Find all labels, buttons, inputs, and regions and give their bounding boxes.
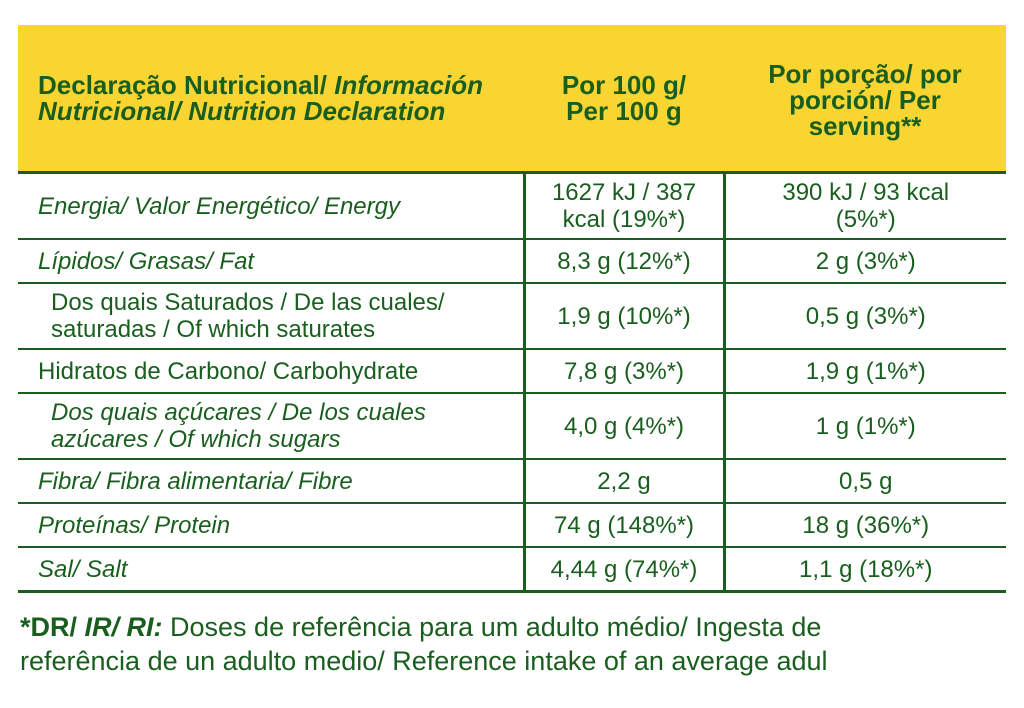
header-col1-part-a: Declaração Nutricional/: [38, 70, 335, 100]
sugars-label-line2: azúcares / Of which sugars: [51, 426, 341, 453]
row-per100-carbohydrate: 7,8 g (3%*): [522, 348, 724, 393]
row-label-carbohydrate: Hidratos de Carbono/ Carbohydrate: [18, 348, 524, 393]
nutrition-table-container: Declaração Nutricional/ Información Nutr…: [18, 25, 1006, 593]
row-per100-fibre: 2,2 g: [522, 458, 724, 503]
header-row: Declaração Nutricional/ Información Nutr…: [18, 25, 1006, 174]
reference-intake-footnote: *DR/ IR/ RI: Doses de referência para um…: [20, 610, 1010, 678]
table-row-carbohydrate: Hidratos de Carbono/ Carbohydrate 7,8 g …: [18, 348, 1006, 393]
header-col1-part-c: Nutricional/ Nutrition Declaration: [38, 96, 446, 126]
row-label-fat: Lípidos/ Grasas/ Fat: [18, 238, 524, 283]
footnote-text-line1: Doses de referência para um adulto médio…: [162, 612, 822, 642]
row-serving-carbohydrate: 1,9 g (1%*): [722, 348, 1006, 393]
header-per-100g: Por 100 g/ Per 100 g: [524, 25, 724, 174]
sugars-label-line1: Dos quais açúcares / De los cuales: [51, 399, 426, 426]
energy-per100-line2: kcal (19%*): [562, 206, 686, 233]
row-per100-fat: 8,3 g (12%*): [522, 238, 724, 283]
table-row-protein: Proteínas/ Protein 74 g (148%*) 18 g (36…: [18, 502, 1006, 547]
table-row-energy: Energia/ Valor Energético/ Energy 1627 k…: [18, 171, 1006, 239]
row-per100-sugars: 4,0 g (4%*): [522, 392, 724, 459]
table-row-fibre: Fibra/ Fibra alimentaria/ Fibre 2,2 g 0,…: [18, 458, 1006, 503]
table-header: Declaração Nutricional/ Información Nutr…: [18, 25, 1006, 174]
header-col2-line2: Per 100 g: [566, 96, 682, 126]
header-col3-line3: serving**: [808, 111, 922, 141]
header-nutrition-declaration: Declaração Nutricional/ Información Nutr…: [18, 25, 524, 174]
energy-serving-line2: (5%*): [835, 206, 896, 233]
row-label-protein: Proteínas/ Protein: [18, 502, 524, 547]
saturates-label-line2: saturadas / Of which saturates: [51, 316, 376, 343]
row-serving-salt: 1,1 g (18%*): [722, 546, 1006, 593]
saturates-label-line1: Dos quais Saturados / De las cuales/: [51, 289, 445, 316]
row-serving-saturates: 0,5 g (3%*): [722, 282, 1006, 349]
nutrition-table: Declaração Nutricional/ Información Nutr…: [18, 25, 1006, 593]
row-serving-energy: 390 kJ / 93 kcal (5%*): [722, 171, 1006, 239]
footnote-mark-ir-ri: IR/ RI:: [84, 612, 163, 642]
footnote-mark-dr: *DR/: [20, 612, 85, 642]
table-row-saturates: Dos quais Saturados / De las cuales/ sat…: [18, 282, 1006, 349]
header-col3-line1: Por porção/ por: [768, 59, 962, 89]
header-col1-part-b: Información: [334, 70, 484, 100]
row-serving-sugars: 1 g (1%*): [722, 392, 1006, 459]
row-per100-energy: 1627 kJ / 387 kcal (19%*): [522, 171, 724, 239]
row-serving-protein: 18 g (36%*): [722, 502, 1006, 547]
row-serving-fibre: 0,5 g: [722, 458, 1006, 503]
energy-per100-line1: 1627 kJ / 387: [551, 179, 697, 206]
row-label-saturates: Dos quais Saturados / De las cuales/ sat…: [18, 282, 524, 349]
table-row-fat: Lípidos/ Grasas/ Fat 8,3 g (12%*) 2 g (3…: [18, 238, 1006, 283]
row-per100-salt: 4,44 g (74%*): [522, 546, 724, 593]
table-row-salt: Sal/ Salt 4,44 g (74%*) 1,1 g (18%*): [18, 546, 1006, 593]
row-label-salt: Sal/ Salt: [18, 546, 524, 593]
row-per100-protein: 74 g (148%*): [522, 502, 724, 547]
header-col2-line1: Por 100 g/: [561, 70, 687, 100]
energy-serving-line1: 390 kJ / 93 kcal: [782, 179, 950, 206]
row-serving-fat: 2 g (3%*): [722, 238, 1006, 283]
row-label-fibre: Fibra/ Fibra alimentaria/ Fibre: [18, 458, 524, 503]
header-per-serving: Por porção/ por porción/ Per serving**: [724, 25, 1006, 174]
table-body: Energia/ Valor Energético/ Energy 1627 k…: [18, 171, 1006, 593]
table-row-sugars: Dos quais açúcares / De los cuales azúca…: [18, 392, 1006, 459]
footnote-text-line2: referência de un adulto medio/ Reference…: [20, 646, 828, 676]
row-label-energy: Energia/ Valor Energético/ Energy: [18, 171, 524, 239]
header-col3-line2: porción/ Per: [789, 85, 941, 115]
row-label-sugars: Dos quais açúcares / De los cuales azúca…: [18, 392, 524, 459]
row-per100-saturates: 1,9 g (10%*): [522, 282, 724, 349]
